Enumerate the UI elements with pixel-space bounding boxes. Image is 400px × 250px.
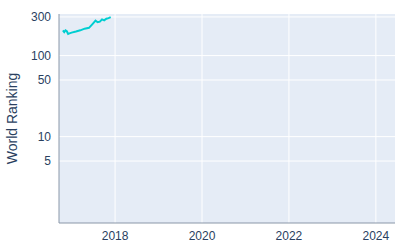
svg-text:2024: 2024 bbox=[363, 229, 390, 243]
svg-text:World Ranking: World Ranking bbox=[8, 73, 20, 165]
svg-text:10: 10 bbox=[38, 130, 52, 144]
svg-text:2018: 2018 bbox=[102, 229, 129, 243]
svg-text:5: 5 bbox=[44, 154, 51, 168]
svg-text:2022: 2022 bbox=[276, 229, 303, 243]
svg-text:2020: 2020 bbox=[189, 229, 216, 243]
svg-text:100: 100 bbox=[31, 49, 51, 63]
svg-text:300: 300 bbox=[31, 10, 51, 24]
svg-text:50: 50 bbox=[38, 73, 52, 87]
